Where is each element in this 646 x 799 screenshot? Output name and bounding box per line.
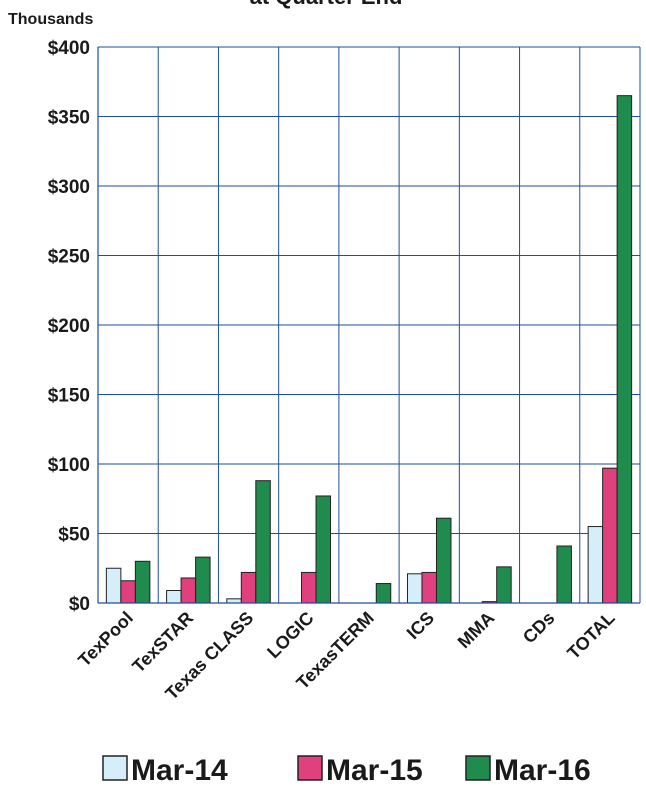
x-tick-label: TexPool <box>74 608 137 671</box>
bar-mar-14-ics <box>406 573 423 604</box>
chart-title: at Quarter End <box>250 0 403 9</box>
bar-mar-16-cds <box>556 545 572 604</box>
y-tick-label: $400 <box>48 38 90 59</box>
x-tick-label: ICS <box>403 608 438 643</box>
bar-mar-15-texas-class <box>240 571 257 604</box>
legend: Mar-14 Mar-15 Mar-16 <box>102 754 591 787</box>
x-tick-label: TOTAL <box>563 608 618 663</box>
legend-swatch-mar-14 <box>102 755 128 781</box>
x-tick-label: MMA <box>454 608 499 653</box>
y-tick-label: $100 <box>48 455 90 476</box>
bars <box>105 95 633 604</box>
bar-mar-16-texasterm <box>375 583 392 604</box>
bar-mar-14-texstar <box>166 589 182 604</box>
y-tick-label: $300 <box>48 177 90 198</box>
y-tick-label: $200 <box>48 316 90 337</box>
x-tick-label: LOGIC <box>263 608 317 662</box>
legend-label-mar-16: Mar-16 <box>494 754 591 787</box>
bar-mar-14-texas-class <box>226 598 242 604</box>
grid <box>97 46 641 604</box>
bar-mar-16-total <box>616 95 633 604</box>
bar-mar-16-logic <box>315 495 332 604</box>
x-tick-label: CDs <box>519 608 559 648</box>
y-tick-label: $250 <box>48 247 90 268</box>
bar-mar-15-texpool <box>120 580 136 604</box>
legend-swatch-mar-16 <box>465 755 491 781</box>
y-tick-label: $50 <box>58 525 90 546</box>
bar-mar-15-total <box>602 467 618 604</box>
legend-swatch-mar-15 <box>297 755 323 781</box>
bar-mar-16-texpool <box>134 560 151 604</box>
legend-label-mar-15: Mar-15 <box>326 754 423 787</box>
bar-mar-15-texstar <box>180 577 197 604</box>
bar-mar-16-mma <box>496 566 512 604</box>
bar-mar-16-texstar <box>195 556 211 604</box>
y-axis-ticks: $0 $50 $100 $150 $200 $250 $300 $350 $400 <box>48 38 90 615</box>
bar-mar-15-ics <box>421 571 437 604</box>
y-tick-label: $150 <box>48 386 90 407</box>
bar-mar-14-total <box>587 526 604 604</box>
y-tick-label: $350 <box>48 108 90 129</box>
y-tick-label: $0 <box>69 594 90 615</box>
axes <box>97 47 640 604</box>
unit-label: Thousands <box>8 11 93 28</box>
bar-mar-14-texpool <box>105 567 122 604</box>
legend-label-mar-14: Mar-14 <box>131 754 228 787</box>
bar-mar-16-texas-class <box>255 480 271 604</box>
bar-mar-16-ics <box>435 517 452 604</box>
bar-mar-15-logic <box>301 571 317 604</box>
